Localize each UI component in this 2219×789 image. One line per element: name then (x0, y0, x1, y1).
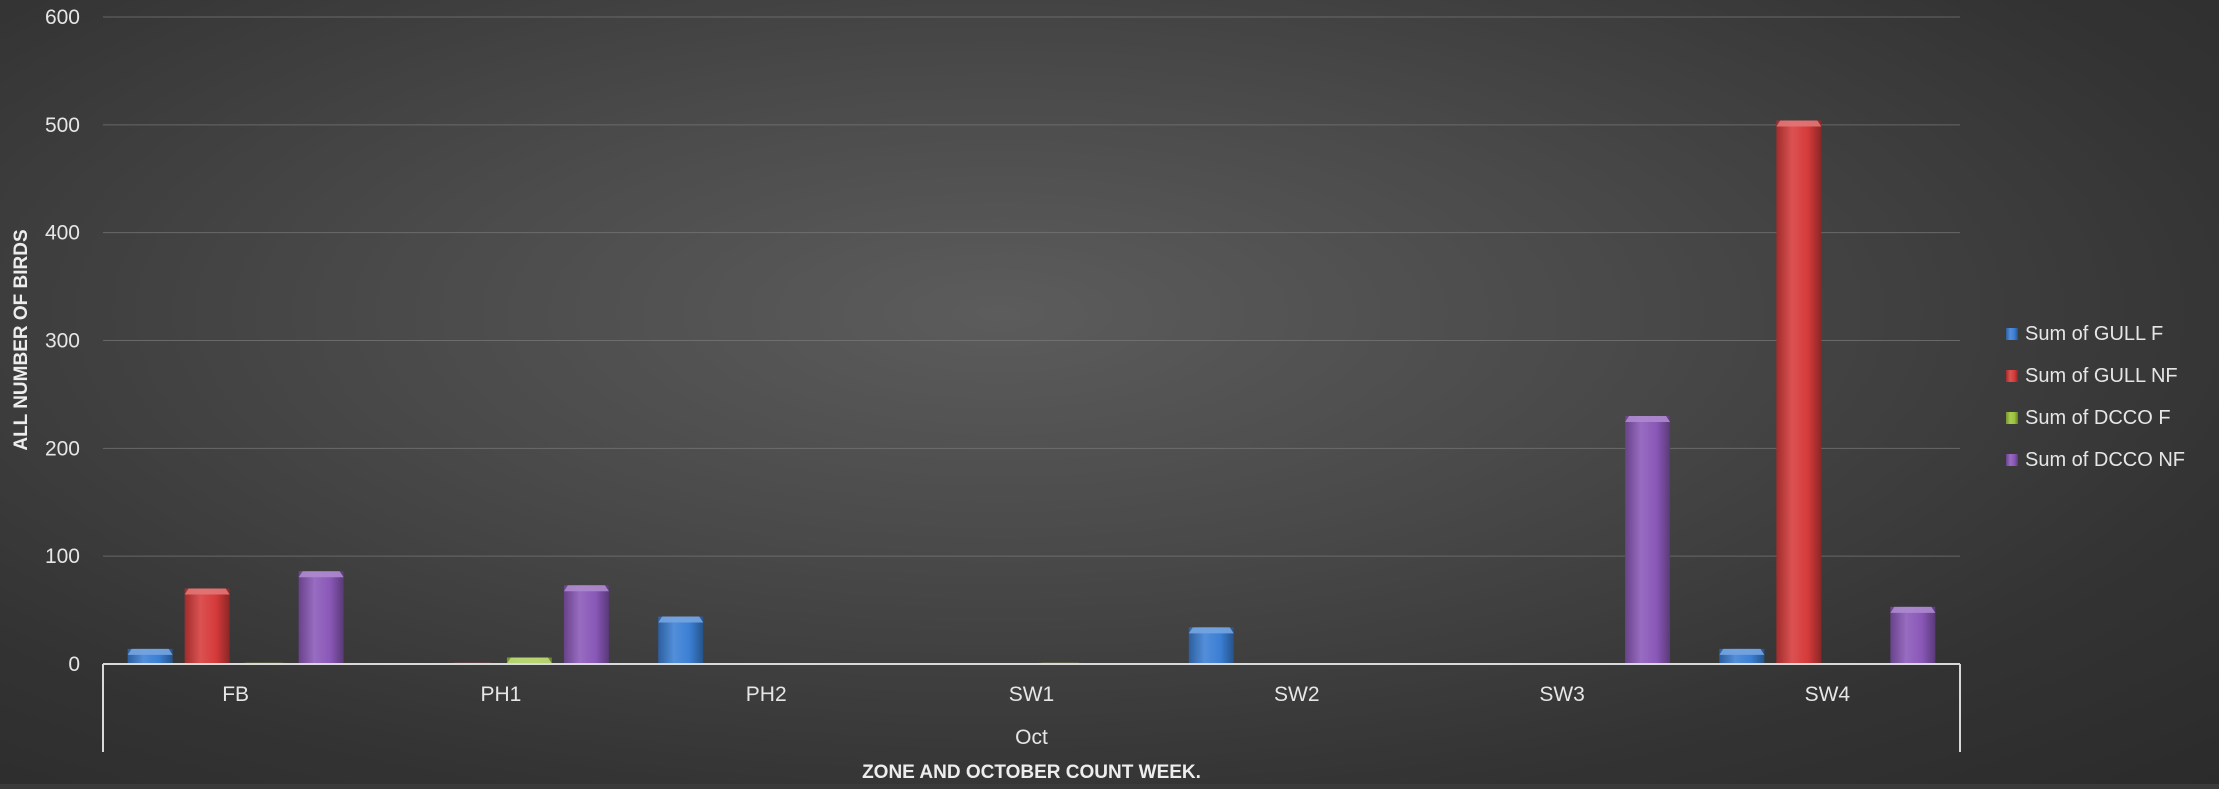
legend-item: Sum of DCCO NF (2006, 449, 2185, 471)
bar (1776, 120, 1822, 664)
x-tick-label: SW4 (1805, 683, 1851, 706)
legend-swatch (2006, 412, 2018, 424)
x-tick-label: FB (222, 683, 249, 706)
bars (127, 120, 1936, 664)
bar (1625, 415, 1671, 664)
legend-item: Sum of GULL F (2006, 323, 2163, 345)
bar (1890, 606, 1936, 664)
y-axis-title: ALL NUMBER OF BIRDS (11, 229, 32, 450)
bar (298, 571, 344, 664)
y-tick-label: 100 (45, 545, 80, 568)
y-tick-label: 400 (45, 222, 80, 245)
bar (127, 648, 173, 664)
x-tick-label: PH2 (746, 683, 787, 706)
y-tick-label: 200 (45, 437, 80, 460)
x-axis-title: ZONE AND OCTOBER COUNT WEEK. (862, 762, 1201, 783)
legend-label: Sum of DCCO NF (2025, 449, 2185, 471)
y-tick-label: 600 (45, 6, 80, 29)
x-group-label: Oct (1015, 726, 1048, 749)
x-axis-labels: FB PH1 PH2 SW1 SW2 SW3 SW4 (222, 683, 1850, 706)
legend-item: Sum of GULL NF (2006, 365, 2178, 387)
x-tick-label: PH1 (480, 683, 521, 706)
x-axis (102, 663, 1961, 752)
bar (506, 657, 552, 664)
y-tick-label: 500 (45, 114, 80, 137)
legend-item: Sum of DCCO F (2006, 407, 2171, 429)
bar (658, 616, 704, 664)
legend-label: Sum of GULL NF (2025, 365, 2178, 387)
legend-label: Sum of DCCO F (2025, 407, 2171, 429)
y-axis-ticks: 0 100 200 300 400 500 600 (45, 6, 80, 676)
legend-swatch (2006, 370, 2018, 382)
y-tick-label: 0 (68, 653, 80, 676)
bar (184, 588, 230, 664)
legend-swatch (2006, 328, 2018, 340)
legend-label: Sum of GULL F (2025, 323, 2163, 345)
x-tick-label: SW2 (1274, 683, 1320, 706)
legend-swatch (2006, 454, 2018, 466)
legend: Sum of GULL F Sum of GULL NF Sum of DCCO F… (2006, 323, 2185, 471)
gridlines (103, 16, 1960, 557)
y-tick-label: 300 (45, 330, 80, 353)
bar (1188, 627, 1234, 664)
x-tick-label: SW3 (1539, 683, 1585, 706)
bar (1719, 648, 1765, 664)
bar (563, 585, 609, 664)
x-tick-label: SW1 (1009, 683, 1055, 706)
